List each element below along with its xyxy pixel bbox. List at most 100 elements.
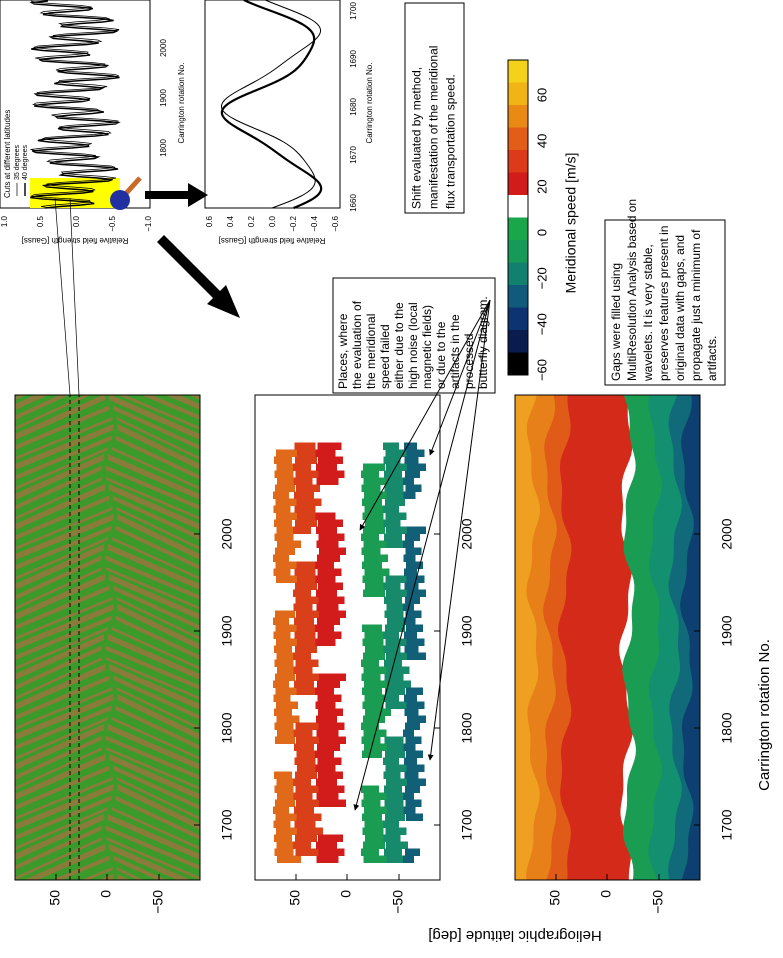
speed-patch — [404, 456, 419, 464]
stripe — [106, 477, 200, 520]
speed-patch — [405, 722, 420, 730]
stripe — [15, 675, 110, 720]
inset-x-tick: 1800 — [159, 139, 168, 157]
speed-patch — [386, 666, 410, 674]
colorbar-cell — [508, 307, 528, 330]
speed-patch — [384, 484, 404, 492]
latitude-tick-label: −50 — [150, 890, 166, 914]
speed-patch — [318, 722, 345, 730]
speed-patch — [363, 463, 385, 471]
note-line: Shift evaluated by method, — [410, 67, 424, 209]
stripe — [15, 867, 113, 880]
speed-patch — [385, 813, 405, 821]
speed-patch — [275, 799, 295, 807]
stripe — [15, 346, 112, 391]
stripe — [15, 395, 102, 420]
stripe — [106, 837, 200, 880]
speed-patch — [385, 624, 405, 632]
stripe — [107, 544, 200, 590]
speed-patch — [293, 589, 311, 597]
stripe — [115, 615, 200, 660]
rotation-tick-label: 1900 — [219, 615, 235, 646]
speed-patch — [315, 638, 336, 646]
cut-curve — [29, 0, 121, 209]
speed-patch — [276, 575, 298, 583]
speed-patch — [405, 470, 420, 478]
speed-patch — [385, 498, 405, 506]
colorbar-cell — [508, 149, 528, 173]
speed-patch — [404, 582, 419, 590]
speed-patch — [383, 771, 401, 779]
stripe — [15, 544, 104, 590]
speed-patch — [275, 498, 297, 506]
speed-patch — [387, 680, 411, 688]
inset-y-tick: −0.2 — [289, 215, 298, 231]
speed-patch — [365, 708, 391, 716]
stripe — [15, 694, 114, 740]
speed-patch — [363, 715, 385, 723]
speed-patch — [275, 610, 295, 618]
inset-x-tick: 2000 — [159, 39, 168, 57]
speed-patch — [316, 729, 339, 737]
speed-patch — [363, 666, 387, 674]
stripe — [105, 825, 200, 870]
butterfly-panel — [15, 316, 200, 880]
speed-patch — [362, 687, 382, 695]
speed-patch — [383, 757, 399, 765]
speed-patch — [294, 680, 314, 688]
speed-patch — [405, 547, 422, 555]
rotation-tick-label: 2000 — [459, 518, 475, 549]
note-line: Gaps were filled using — [609, 263, 623, 381]
stripe — [15, 417, 113, 460]
latitude-axis-label: Heliographic latitude [deg] — [428, 927, 601, 944]
speed-patch — [403, 491, 416, 499]
speed-patch — [275, 673, 295, 681]
stripe — [107, 724, 200, 770]
speed-patch — [317, 442, 342, 450]
speed-patch — [362, 827, 384, 835]
colorbar-tick: −20 — [534, 267, 549, 289]
speed-patch — [318, 519, 343, 527]
inset-y-label: Relative field strength [Gauss] — [219, 236, 326, 245]
speed-patch — [362, 750, 382, 758]
stripe — [116, 867, 200, 880]
stripe — [107, 634, 200, 680]
stripe — [15, 855, 110, 880]
stripe — [106, 567, 200, 610]
speed-patch — [274, 519, 292, 527]
rotation-tick-label: 1700 — [459, 809, 475, 840]
stripe — [15, 567, 103, 610]
speed-patch — [315, 701, 336, 709]
stripe — [15, 316, 109, 361]
speed-patch — [403, 477, 414, 485]
speed-patch — [405, 799, 422, 807]
note-line: wavelets. It is very stable, — [641, 244, 655, 382]
speed-patch — [316, 603, 339, 611]
speed-patch — [384, 470, 402, 478]
speed-patch — [405, 533, 420, 541]
stripe — [15, 777, 113, 820]
speed-patch — [275, 547, 295, 555]
speed-patch — [403, 729, 414, 737]
note-line: processed — [462, 334, 476, 389]
inset-x-tick: 1700 — [349, 2, 358, 20]
speed-patch — [276, 701, 298, 709]
inset-y-tick: 0.4 — [226, 215, 235, 227]
speed-patch — [318, 596, 345, 604]
rotation-tick-label: 1700 — [719, 809, 735, 840]
stripe — [113, 316, 200, 361]
speed-patch — [293, 652, 311, 660]
speed-patch — [361, 785, 379, 793]
speed-patch — [293, 666, 313, 674]
note-line: or due to the — [434, 321, 448, 389]
colorbar-cell — [508, 59, 528, 83]
note-line: flux transportation speed. — [444, 74, 458, 209]
legend-entry: 35 degrees — [14, 144, 21, 180]
stripe — [113, 855, 200, 880]
speed-patch — [404, 694, 417, 702]
speed-patch — [295, 834, 317, 842]
rotation-tick-label: 2000 — [219, 518, 235, 549]
stripe — [15, 837, 103, 880]
inset-x-label: Carrington rotation No. — [177, 63, 186, 144]
